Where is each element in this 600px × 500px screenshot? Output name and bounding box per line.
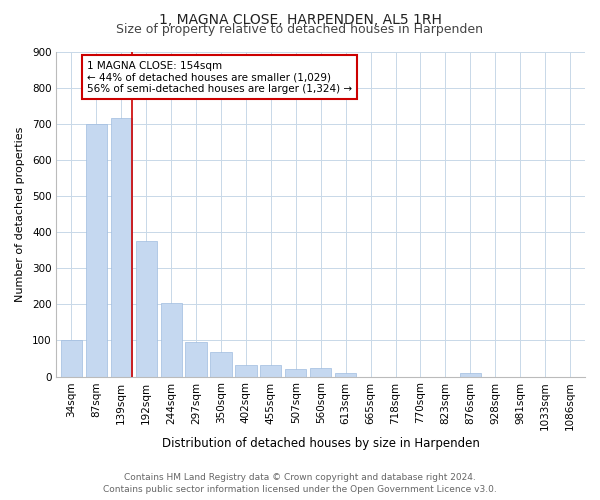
Bar	[161, 302, 182, 376]
Bar	[235, 364, 257, 376]
Text: Size of property relative to detached houses in Harpenden: Size of property relative to detached ho…	[116, 22, 484, 36]
Bar	[335, 373, 356, 376]
Bar	[310, 368, 331, 376]
Bar	[460, 373, 481, 376]
Text: 1, MAGNA CLOSE, HARPENDEN, AL5 1RH: 1, MAGNA CLOSE, HARPENDEN, AL5 1RH	[158, 12, 442, 26]
Bar	[136, 241, 157, 376]
Bar	[185, 342, 206, 376]
Y-axis label: Number of detached properties: Number of detached properties	[15, 126, 25, 302]
Bar	[260, 364, 281, 376]
Bar	[86, 124, 107, 376]
Text: Contains HM Land Registry data © Crown copyright and database right 2024.
Contai: Contains HM Land Registry data © Crown c…	[103, 472, 497, 494]
Text: 1 MAGNA CLOSE: 154sqm
← 44% of detached houses are smaller (1,029)
56% of semi-d: 1 MAGNA CLOSE: 154sqm ← 44% of detached …	[87, 60, 352, 94]
Bar	[110, 118, 132, 376]
X-axis label: Distribution of detached houses by size in Harpenden: Distribution of detached houses by size …	[162, 437, 479, 450]
Bar	[61, 340, 82, 376]
Bar	[285, 370, 307, 376]
Bar	[211, 352, 232, 376]
